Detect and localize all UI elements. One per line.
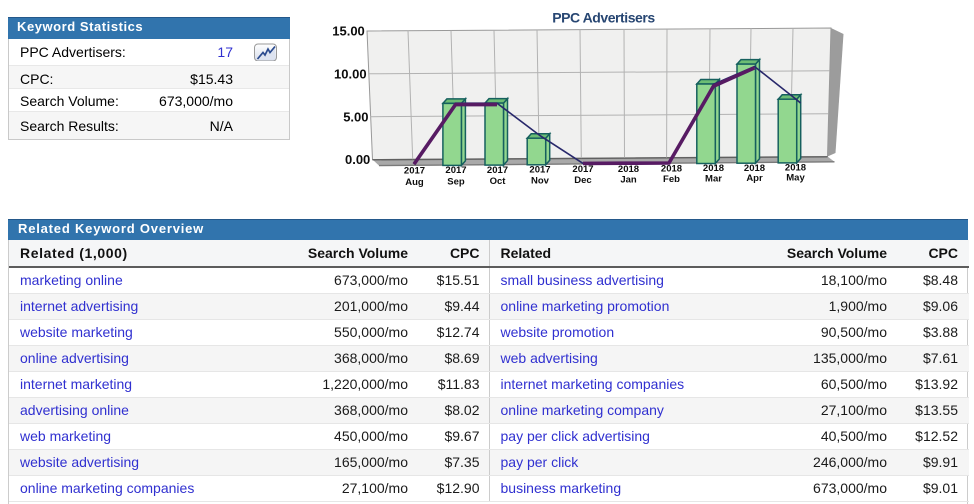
svg-text:15.00: 15.00 — [332, 23, 365, 38]
svg-text:Dec: Dec — [574, 175, 591, 186]
svg-text:2017: 2017 — [487, 165, 508, 176]
svg-text:Jan: Jan — [620, 175, 637, 186]
svg-text:2017: 2017 — [445, 165, 466, 176]
svg-text:0.00: 0.00 — [345, 152, 370, 167]
svg-text:Apr: Apr — [746, 173, 763, 184]
svg-text:2017: 2017 — [529, 165, 550, 176]
svg-text:2018: 2018 — [618, 164, 639, 175]
svg-text:Mar: Mar — [705, 174, 722, 185]
svg-text:2018: 2018 — [661, 164, 682, 175]
svg-text:Sep: Sep — [447, 177, 465, 188]
svg-text:2017: 2017 — [404, 166, 425, 177]
svg-text:2018: 2018 — [703, 163, 724, 174]
svg-text:Feb: Feb — [663, 174, 680, 185]
svg-text:May: May — [786, 173, 805, 184]
svg-text:2018: 2018 — [744, 163, 765, 174]
svg-text:5.00: 5.00 — [343, 109, 368, 124]
svg-text:Oct: Oct — [490, 176, 507, 187]
svg-text:PPC Advertisers: PPC Advertisers — [552, 9, 655, 25]
svg-text:Aug: Aug — [405, 177, 424, 188]
svg-text:Nov: Nov — [531, 176, 550, 187]
svg-text:2017: 2017 — [572, 164, 593, 175]
svg-text:10.00: 10.00 — [334, 66, 367, 81]
svg-text:2018: 2018 — [785, 162, 806, 173]
